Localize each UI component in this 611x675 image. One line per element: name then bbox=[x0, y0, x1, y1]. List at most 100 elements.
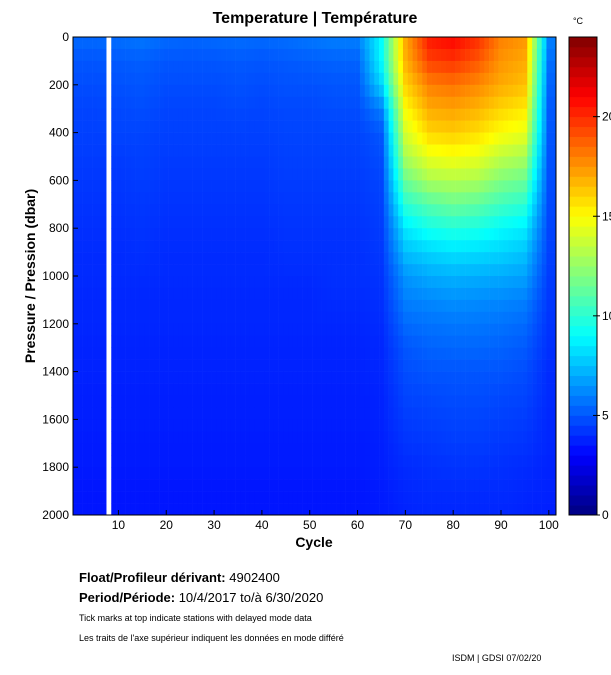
heatmap-cell bbox=[436, 335, 442, 348]
heatmap-cell bbox=[455, 419, 461, 432]
heatmap-cell bbox=[383, 120, 389, 133]
heatmap-cell bbox=[388, 503, 394, 516]
heatmap-cell bbox=[331, 216, 337, 229]
heatmap-cell bbox=[336, 240, 342, 253]
heatmap-cell bbox=[73, 276, 79, 289]
heatmap-cell bbox=[369, 371, 375, 384]
heatmap-cell bbox=[249, 395, 256, 408]
heatmap-cell bbox=[120, 491, 126, 504]
heatmap-cell bbox=[383, 407, 389, 420]
heatmap-cell bbox=[441, 371, 447, 384]
heatmap-cell bbox=[426, 72, 432, 86]
heatmap-cell bbox=[522, 120, 528, 133]
heatmap-cell bbox=[144, 120, 150, 133]
heatmap-cell bbox=[144, 347, 150, 360]
heatmap-cell bbox=[163, 323, 169, 337]
heatmap-cell bbox=[230, 479, 236, 492]
heatmap-cell bbox=[197, 168, 203, 181]
heatmap-cell bbox=[77, 359, 83, 372]
heatmap-cell bbox=[350, 419, 356, 432]
y-tick-label: 1600 bbox=[42, 412, 69, 426]
heatmap-cell bbox=[96, 37, 102, 50]
heatmap-cell bbox=[551, 144, 557, 157]
heatmap-cell bbox=[336, 108, 342, 121]
heatmap-cell bbox=[369, 108, 375, 121]
heatmap-cell bbox=[312, 395, 318, 408]
heatmap-cell bbox=[532, 383, 538, 396]
heatmap-cell bbox=[441, 479, 447, 492]
heatmap-cell bbox=[92, 168, 98, 181]
heatmap-cell bbox=[331, 120, 337, 133]
heatmap-cell bbox=[536, 455, 542, 468]
heatmap-cell bbox=[197, 383, 203, 396]
heatmap-cell bbox=[379, 419, 385, 432]
heatmap-cell bbox=[455, 431, 461, 444]
heatmap-cell bbox=[230, 168, 236, 181]
heatmap-cell bbox=[546, 228, 552, 241]
heatmap-cell bbox=[163, 264, 169, 277]
heatmap-cell bbox=[192, 60, 198, 74]
heatmap-cell bbox=[426, 204, 432, 217]
heatmap-cell bbox=[283, 168, 289, 181]
heatmap-cell bbox=[527, 455, 533, 468]
heatmap-cell bbox=[441, 60, 447, 74]
heatmap-cell bbox=[149, 395, 155, 408]
colorbar-segment bbox=[569, 325, 597, 337]
heatmap-cell bbox=[469, 96, 476, 109]
heatmap-cell bbox=[345, 180, 351, 193]
heatmap-cell bbox=[355, 60, 361, 74]
heatmap-cell bbox=[178, 252, 184, 265]
heatmap-cell bbox=[422, 371, 428, 384]
heatmap-cell bbox=[254, 156, 260, 169]
heatmap-cell bbox=[316, 491, 322, 504]
heatmap-cell bbox=[77, 371, 83, 384]
heatmap-cell bbox=[168, 491, 174, 504]
heatmap-cell bbox=[450, 204, 456, 217]
heatmap-cell bbox=[235, 72, 241, 86]
heatmap-cell bbox=[96, 407, 102, 420]
heatmap-cell bbox=[326, 252, 332, 265]
heatmap-cell bbox=[422, 204, 428, 217]
heatmap-cell bbox=[240, 228, 246, 241]
heatmap-cell bbox=[216, 407, 222, 420]
heatmap-cell bbox=[226, 479, 232, 492]
heatmap-cell bbox=[316, 144, 322, 157]
heatmap-cell bbox=[240, 240, 246, 253]
heatmap-cell bbox=[340, 455, 346, 468]
heatmap-cell bbox=[125, 156, 131, 169]
heatmap-cell bbox=[364, 120, 370, 133]
heatmap-cell bbox=[379, 455, 385, 468]
heatmap-cell bbox=[125, 228, 131, 241]
heatmap-cell bbox=[536, 276, 542, 289]
heatmap-cell bbox=[551, 407, 557, 420]
heatmap-cell bbox=[484, 132, 490, 145]
heatmap-cell bbox=[407, 383, 413, 396]
heatmap-cell bbox=[431, 407, 437, 420]
heatmap-cell bbox=[216, 359, 222, 372]
heatmap-cell bbox=[230, 72, 236, 86]
heatmap-cell bbox=[211, 359, 217, 372]
heatmap-cell bbox=[178, 168, 184, 181]
heatmap-cell bbox=[388, 48, 394, 62]
heatmap-cell bbox=[307, 347, 313, 360]
heatmap-cell bbox=[249, 371, 256, 384]
heatmap-cell bbox=[135, 264, 141, 277]
heatmap-cell bbox=[168, 467, 174, 480]
heatmap-cell bbox=[412, 156, 418, 169]
heatmap-cell bbox=[125, 252, 131, 265]
heatmap-cell bbox=[221, 144, 227, 157]
heatmap-cell bbox=[446, 192, 452, 205]
heatmap-cell bbox=[211, 287, 217, 301]
heatmap-cell bbox=[484, 503, 490, 516]
heatmap-cell bbox=[479, 359, 485, 372]
heatmap-cell bbox=[159, 84, 165, 98]
heatmap-cell bbox=[288, 228, 294, 241]
heatmap-cell bbox=[197, 228, 203, 241]
heatmap-cell bbox=[412, 287, 418, 301]
heatmap-cell bbox=[125, 299, 131, 313]
heatmap-cell bbox=[527, 72, 533, 86]
heatmap-cell bbox=[469, 72, 476, 86]
heatmap-cell bbox=[321, 228, 327, 241]
heatmap-cell bbox=[455, 96, 461, 109]
heatmap-cell bbox=[96, 204, 102, 217]
